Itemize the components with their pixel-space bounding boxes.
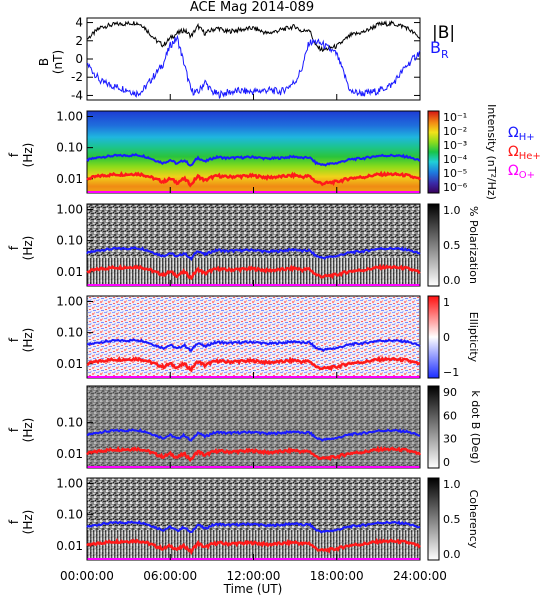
panel-b-field: 4 2 0 -2 -4 B (nT) |B| BR [37,16,455,103]
f-ytick-label: 0.01 [56,265,83,279]
legend-omega-o: ΩO+ [508,163,535,181]
panel-ellipticity: Ellipticity [86,295,480,379]
f-ylabel-unit: (Hz) [21,328,35,353]
legend-omega-he: ΩHe+ [508,144,541,162]
omega-he-line [86,170,422,188]
f-ytick-label: 1.00 [56,294,83,308]
colorbar-tick-label: 10⁻⁴ [443,153,468,166]
omega-he-line [86,263,421,281]
colorbar-tick-label: 1 [443,296,450,309]
colorbar-tick-label: 0 [443,456,450,469]
ellipticity-colorbar [427,295,440,379]
b-ytick-label: -2 [71,70,83,84]
f-ytick-label: 0.01 [56,172,83,186]
colorbar-tick-label: 0.0 [443,548,461,561]
ellipticity-colorbar-label: Ellipticity [467,312,480,363]
colorbar-tick-label: 10⁻³ [443,139,467,152]
kdotb-spectrogram [87,386,420,468]
omega-h-line [86,246,421,262]
b-ytick-label: -4 [71,88,83,102]
f-ylabel-unit: (Hz) [21,236,35,261]
panel-intensity: Intensity (nT²/Hz) ΩH+ ΩHe+ ΩO+ [86,104,541,200]
ellipticity-spectrogram [87,296,420,378]
f-ytick-label: 1.00 [56,202,83,216]
omega-he-line [86,355,421,373]
panel-k-dot-b: k dot B (Deg) [86,385,482,469]
omega-he-line [86,537,421,556]
f-ytick-label: 0.10 [56,508,83,522]
b-axis-ticks: 4 2 0 -2 -4 [71,16,420,102]
f-ylabel: f [7,519,21,524]
panel-coherency: Coherency [86,477,480,561]
omega-h-line [87,338,421,353]
b-ytick-label: 2 [75,34,83,48]
f-ylabel: f [7,152,21,157]
b-r-line [86,34,421,100]
legend-b-r: BR [430,38,449,61]
colorbar-tick-label: 90 [443,386,457,399]
x-tick-label: 18:00:00 [310,569,364,583]
b-total-line [86,20,421,53]
colorbar-tick-label: 1.0 [443,478,461,491]
f-ytick-label: 1.00 [56,109,83,123]
f-ytick-label: 0.01 [56,539,83,553]
b-ytick-label: 0 [75,52,83,66]
figure-title: ACE Mag 2014-089 [190,0,314,15]
x-axis: 00:00:00 06:00:00 12:00:00 18:00:00 24:00:00 [60,94,447,583]
coherency-colorbar [427,477,440,561]
f-ytick-label: 0.10 [56,234,83,248]
b-ytick-label: 4 [75,16,83,30]
colorbar-tick-label: 1.0 [443,204,461,217]
kdotb-colorbar-label: k dot B (Deg) [469,390,482,463]
legend-omega-h: ΩH+ [508,125,535,143]
f-ytick-label: 0.10 [56,141,83,155]
colorbar-tick-label: 0.5 [443,513,461,526]
f-ytick-label: 0.01 [56,447,83,461]
kdotb-dark-overlay [87,386,420,468]
f-ylabel: f [7,427,21,432]
f-ylabel-unit: (Hz) [21,510,35,535]
polarization-colorbar-label: % Polarization [467,206,480,284]
intensity-colorbar-label: Intensity (nT²/Hz) [485,104,498,200]
colorbar-tick-label: 10⁻¹ [443,111,467,124]
legend-b-total: |B| [432,23,455,43]
f-ytick-label: 0.10 [56,326,83,340]
colorbar-tick-label: 60 [443,409,457,422]
b-ylabel: B [37,58,51,66]
f-ylabel: f [7,245,21,250]
colorbar-tick-label: 10⁻² [443,125,467,138]
x-tick-label: 06:00:00 [143,569,197,583]
colorbar-tick-label: −1 [443,366,459,379]
colorbar-tick-label: 10⁻⁶ [443,181,468,194]
omega-he-line [86,445,422,463]
f-ylabel: f [7,337,21,342]
omega-h-line [86,152,421,167]
colorbar-tick-label: 10⁻⁵ [443,167,467,180]
polarization-colorbar [427,203,440,287]
f-ylabel-unit: (Hz) [21,143,35,168]
x-axis-label: Time (UT) [223,582,283,596]
dynamic-marks: f (Hz)1.000.100.01f (Hz)1.000.100.01f (Hz)1… [7,109,468,561]
colorbar-tick-label: 0 [443,331,450,344]
omega-h-line [86,428,421,442]
coherency-colorbar-label: Coherency [467,490,480,549]
f-ytick-label: 0.10 [56,416,83,430]
omega-h-line [86,520,421,534]
colorbar-tick-label: 0.0 [443,274,461,287]
f-ytick-label: 1.00 [56,476,83,490]
kdotb-colorbar [427,385,440,469]
panel-polarization: % Polarization [86,203,480,287]
colorbar-tick-label: 0.5 [443,239,461,252]
colorbar-tick-label: 30 [443,433,457,446]
intensity-spectrogram [87,111,420,193]
intensity-colorbar [427,110,440,194]
x-tick-label: 24:00:00 [393,569,447,583]
f-ytick-label: 0.01 [56,357,83,371]
x-tick-label: 12:00:00 [227,569,281,583]
b-ylabel-unit: (nT) [51,50,65,74]
f-ylabel-unit: (Hz) [21,418,35,443]
b-plot-frame [86,17,421,101]
x-tick-label: 00:00:00 [60,569,114,583]
